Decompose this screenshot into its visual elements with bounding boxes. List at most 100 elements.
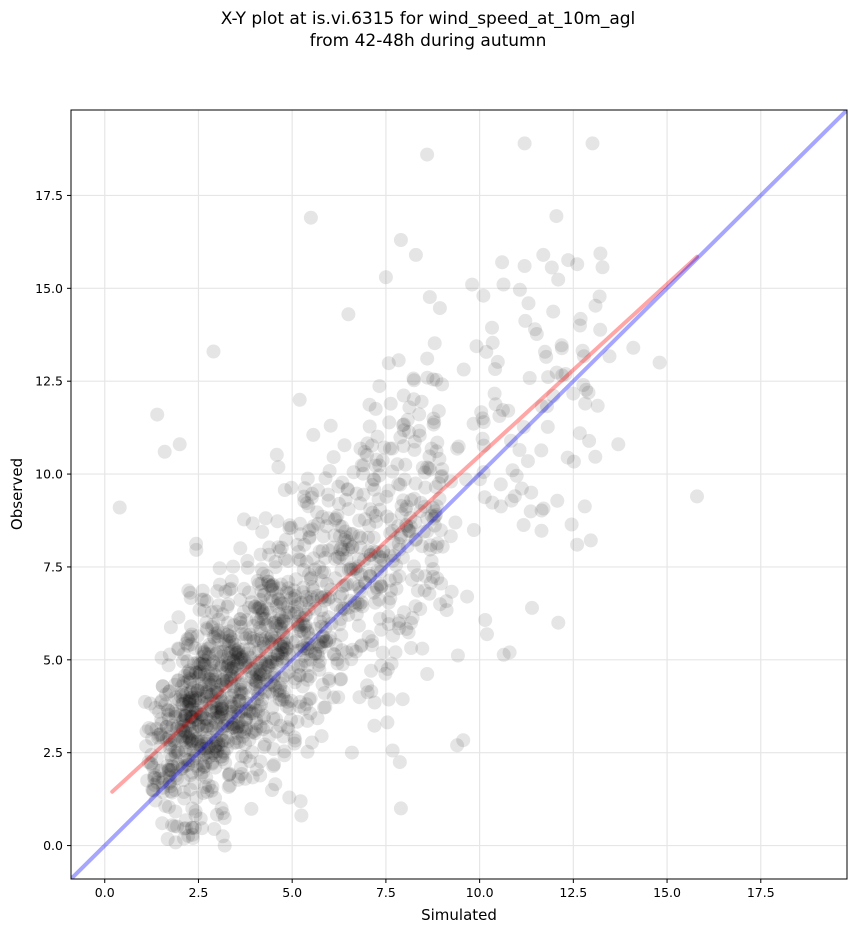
data-point [366,472,381,487]
data-point [233,760,248,775]
data-point [333,542,348,557]
data-point [159,720,174,735]
data-point [189,759,204,773]
data-point [248,600,263,615]
data-point [231,709,245,724]
data-point [230,645,245,660]
data-point [224,661,239,676]
data-point [439,603,454,618]
data-point [155,816,170,831]
data-point [187,820,202,835]
data-point [302,595,317,610]
data-point [374,658,389,673]
data-point [154,716,169,731]
data-point [343,561,358,576]
data-point [293,516,307,531]
data-point [206,617,221,632]
data-point [188,665,203,680]
data-point [274,621,289,636]
data-point [375,645,390,660]
data-point [185,765,200,780]
data-point [337,438,352,453]
data-point [184,710,199,725]
data-point [273,637,288,652]
data-point [219,741,234,756]
data-point [184,736,199,751]
data-point [450,441,465,456]
data-point [268,554,283,569]
data-point [148,793,163,808]
data-point [271,591,285,606]
data-point [173,689,188,704]
data-point [250,601,265,616]
data-point [250,573,265,588]
data-point [281,574,296,589]
data-point [198,711,213,726]
data-point [281,554,296,569]
data-point [354,595,369,610]
data-point [296,639,310,654]
data-point [292,624,307,639]
data-point [258,685,272,699]
data-point [146,783,161,798]
data-point [220,659,235,674]
data-point [249,667,264,682]
data-point [190,683,205,698]
y-tick-label: 17.5 [35,188,63,203]
data-point [222,624,237,639]
data-point [183,685,198,700]
data-point [225,717,240,731]
data-point [578,396,593,411]
data-point [261,677,276,692]
data-point [156,785,170,800]
data-point [146,770,161,785]
data-point [297,537,312,552]
data-point [362,518,377,533]
data-point [246,634,261,649]
data-point [365,634,379,649]
data-point [602,349,617,364]
data-point [182,730,197,745]
data-point [243,754,257,769]
x-tick-label: 5.0 [282,885,302,900]
data-point [316,611,331,626]
data-point [321,610,336,625]
data-point [163,747,178,762]
data-point [318,620,333,635]
data-point [521,296,536,311]
data-point [291,552,306,567]
data-point [279,699,294,714]
data-point [575,343,590,358]
data-point [188,693,203,708]
data-point [201,750,216,765]
data-point [308,621,323,636]
data-point [240,560,255,575]
data-point [501,403,516,418]
data-point [326,690,341,705]
data-point [184,726,198,741]
data-point [201,650,216,665]
data-point [249,712,264,727]
data-point [225,635,239,650]
data-point [263,631,278,646]
data-point [300,672,315,687]
data-point [363,548,378,563]
data-point [217,838,232,853]
data-point [570,257,585,272]
data-point [259,644,274,659]
data-point [223,671,238,686]
data-point [258,665,273,680]
data-point [365,638,379,653]
data-point [367,718,382,733]
data-point [196,689,211,704]
data-point [351,559,366,574]
data-point [178,693,193,708]
data-point [168,704,183,719]
data-point [303,691,318,706]
data-point [524,485,539,500]
data-point [203,688,218,703]
data-point [480,627,494,642]
data-point [168,768,183,783]
data-point [321,511,335,526]
data-point [281,581,296,596]
